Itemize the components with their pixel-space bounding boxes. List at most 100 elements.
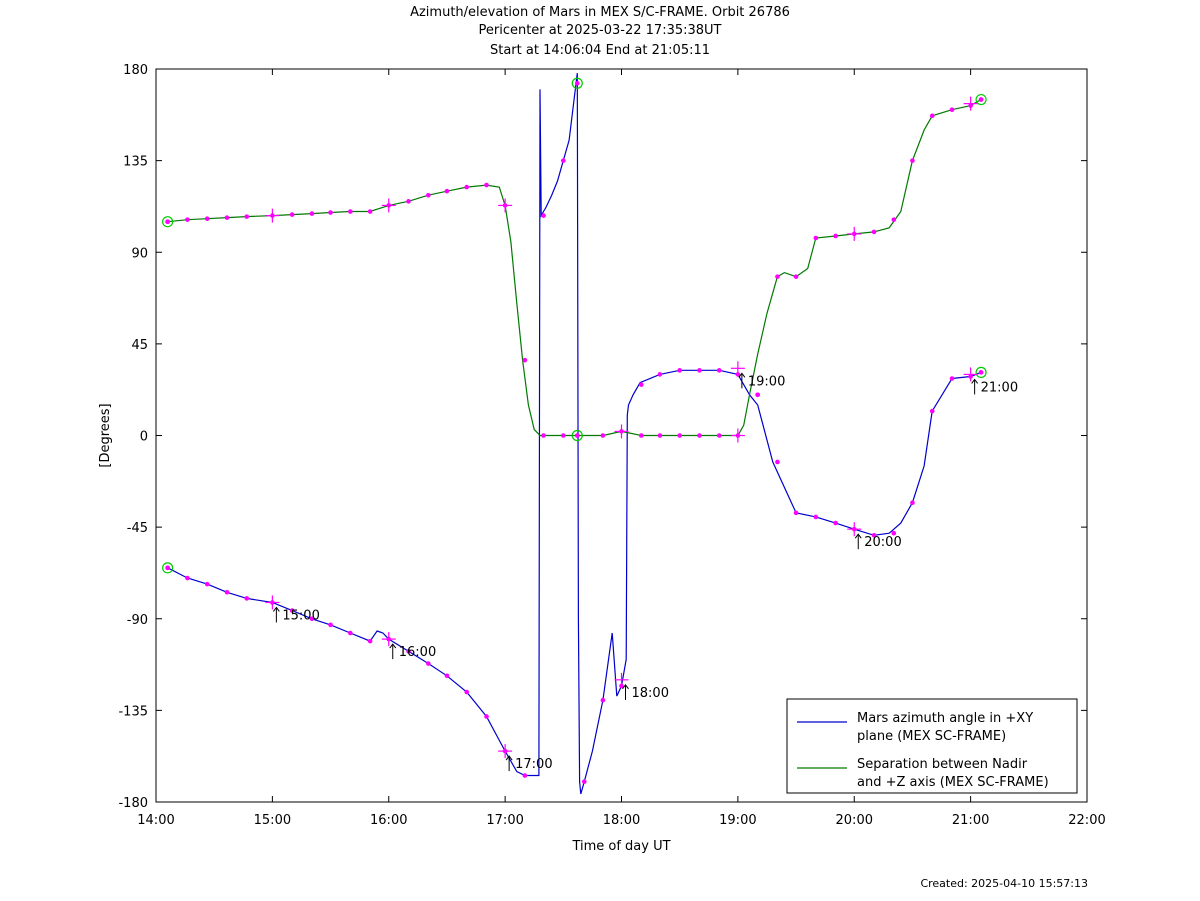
series-line-0 — [167, 73, 982, 795]
series-1-point — [949, 107, 955, 113]
annotation-label: 16:00 — [399, 645, 436, 660]
series-0-point — [541, 213, 546, 218]
y-tick-label: -45 — [127, 521, 148, 536]
series-1-point — [561, 433, 566, 438]
series-0-point — [581, 779, 587, 784]
x-tick-label: 22:00 — [1068, 813, 1105, 828]
y-tick-label: -135 — [118, 704, 148, 719]
endpoint-dot — [978, 370, 984, 375]
endpoint-dot — [165, 219, 170, 225]
x-tick-label: 16:00 — [370, 813, 407, 828]
series-0-point — [600, 697, 606, 703]
annotation-label: 19:00 — [748, 374, 785, 389]
series-1-point — [444, 188, 450, 194]
endpoint-dot — [574, 433, 580, 438]
series-1-point — [348, 209, 353, 214]
y-tick-label: 180 — [123, 63, 148, 78]
x-tick-label: 18:00 — [603, 813, 640, 828]
legend-label-1: and +Z axis (MEX SC-FRAME) — [857, 775, 1049, 790]
legend-label-0: Mars azimuth angle in +XY — [857, 711, 1033, 726]
series-1-point — [638, 433, 644, 438]
series-1-point — [891, 217, 897, 222]
series-1-point — [426, 192, 431, 198]
y-tick-label: 90 — [131, 246, 148, 261]
series-0-point — [677, 368, 682, 373]
y-axis-label: [Degrees] — [98, 403, 113, 467]
series-line-1 — [167, 98, 982, 437]
series-0-point — [813, 514, 819, 520]
series-1-point — [464, 184, 470, 190]
annotation-arrowhead — [389, 643, 397, 649]
x-tick-label: 14:00 — [137, 813, 174, 828]
y-tick-label: 135 — [123, 155, 148, 170]
endpoint-circle — [162, 216, 174, 228]
endpoint-circle — [975, 366, 987, 378]
series-0-point — [244, 596, 250, 601]
annotation-label: 15:00 — [282, 608, 319, 623]
series-1-point — [309, 211, 315, 216]
x-tick-label: 21:00 — [952, 813, 989, 828]
series-0-point — [561, 158, 566, 163]
endpoint-circle — [571, 429, 583, 442]
legend-label-1: Separation between Nadir — [857, 757, 1028, 772]
annotation-label: 18:00 — [632, 686, 669, 701]
endpoint-circle — [571, 77, 583, 89]
series-1-point — [224, 215, 230, 220]
series-1-point — [244, 214, 250, 219]
annotation-arrowhead — [272, 606, 280, 612]
series-1-point — [600, 433, 606, 438]
legend-box — [786, 698, 1078, 794]
series-0-point — [185, 575, 190, 581]
series-1-point — [541, 433, 546, 438]
annotation-arrowhead — [622, 683, 629, 690]
series-0-point — [949, 376, 955, 381]
endpoint-dot — [574, 80, 580, 86]
series-0-point — [871, 532, 877, 538]
series-0-point — [697, 368, 702, 373]
y-tick-label: -90 — [127, 613, 148, 628]
series-1-point — [185, 217, 190, 222]
series-0-point — [716, 368, 722, 373]
chart-title: Azimuth/elevation of Mars in MEX S/C-FRA… — [410, 5, 790, 20]
series-0-point — [775, 459, 780, 465]
series-0-point — [289, 608, 295, 613]
series-0-point — [833, 520, 838, 526]
series-0-point — [367, 638, 373, 644]
series-1-point — [289, 212, 295, 217]
legend-label-0: plane (MEX SC-FRAME) — [857, 729, 1006, 744]
endpoint-circle — [162, 562, 174, 574]
series-1-point — [910, 158, 915, 163]
annotation-label: 21:00 — [981, 380, 1018, 395]
series-0-point — [464, 689, 470, 695]
series-0-point — [444, 673, 450, 679]
endpoint-dot — [165, 565, 170, 571]
y-tick-label: 0 — [140, 430, 148, 445]
series-0-point — [309, 616, 315, 622]
endpoint-circle — [975, 93, 987, 106]
series-1-point — [929, 113, 935, 119]
series-1-point — [522, 357, 528, 363]
annotation-arrowhead — [738, 372, 746, 378]
series-0-point — [657, 372, 663, 377]
series-0-point — [406, 649, 411, 654]
series-0-point — [891, 530, 897, 536]
y-tick-label: 45 — [131, 338, 148, 353]
x-tick-label: 20:00 — [836, 813, 873, 828]
series-0-point — [426, 661, 431, 666]
x-tick-label: 17:00 — [486, 813, 523, 828]
series-1-point — [833, 233, 838, 239]
series-1-point — [328, 210, 333, 215]
series-0-point — [793, 510, 799, 516]
series-0-point — [522, 773, 528, 778]
annotation-label: 17:00 — [515, 757, 552, 772]
series-1-point — [677, 433, 682, 438]
x-tick-label: 19:00 — [719, 813, 756, 828]
series-1-point — [775, 274, 780, 279]
chart-time-span: Start at 14:06:04 End at 21:05:11 — [489, 43, 711, 58]
series-1-point — [406, 199, 411, 204]
series-0-point — [638, 382, 644, 387]
series-0-point — [204, 581, 210, 587]
annotation-label: 20:00 — [864, 535, 901, 550]
series-1-point — [716, 433, 722, 438]
